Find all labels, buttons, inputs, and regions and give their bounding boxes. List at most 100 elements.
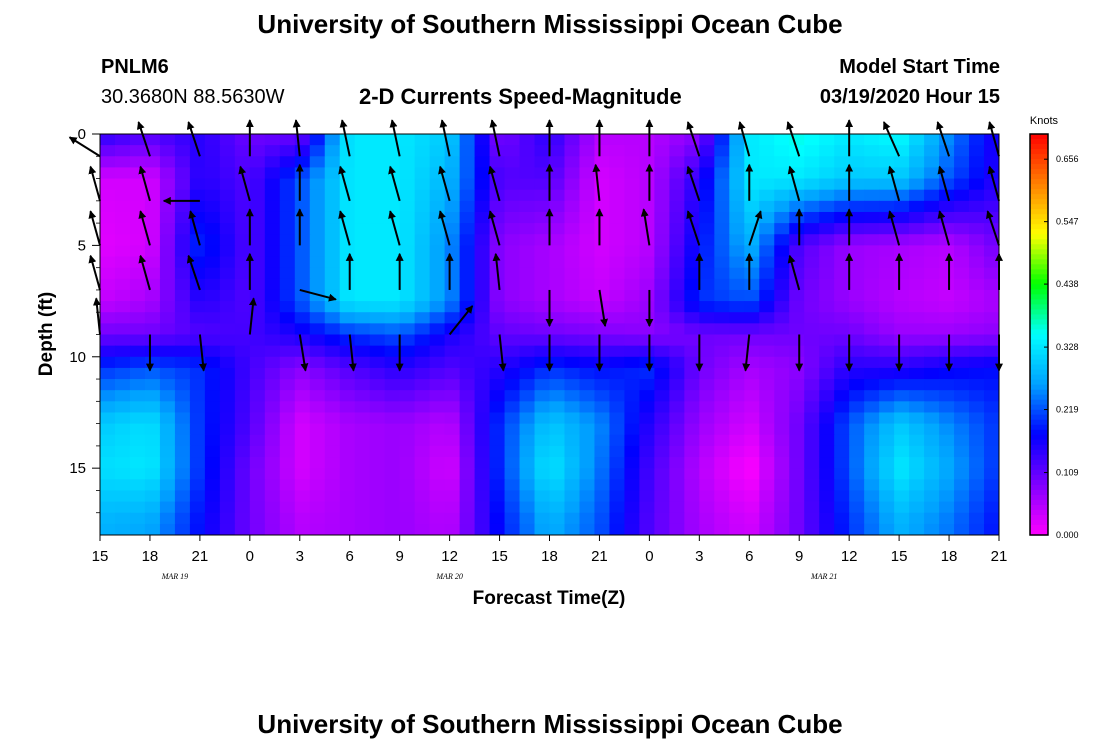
heatmap-cell [324, 379, 341, 391]
heatmap-cell [204, 479, 221, 492]
heatmap-cell [594, 434, 611, 447]
heatmap-cell [399, 178, 416, 191]
heatmap-cell [444, 501, 461, 514]
heatmap-cell [984, 468, 999, 480]
heatmap-cell [489, 156, 506, 169]
heatmap-cell [519, 323, 536, 336]
heatmap-cell [954, 223, 970, 235]
heatmap-cell [309, 390, 326, 402]
heatmap-cell [534, 189, 551, 202]
heatmap-cell [234, 200, 251, 213]
heatmap-cell [924, 457, 940, 469]
current-vector-arrow [987, 165, 1000, 202]
heatmap-cell [879, 356, 895, 369]
heatmap-cell [279, 145, 296, 157]
heatmap-cell [954, 479, 970, 492]
heatmap-cell [909, 468, 925, 480]
heatmap-cell [369, 490, 386, 503]
colorbar-swatch [1030, 414, 1048, 421]
heatmap-cell [429, 401, 446, 414]
heatmap-cell [144, 289, 161, 302]
heatmap-cell [489, 223, 506, 235]
heatmap-cell [399, 301, 416, 313]
heatmap-cell [204, 379, 221, 391]
heatmap-cell [849, 189, 865, 202]
heatmap-cell [984, 156, 999, 169]
heatmap-cell [699, 278, 715, 291]
heatmap-cell [444, 267, 461, 280]
heatmap-cell [699, 323, 715, 336]
heatmap-cell [924, 356, 940, 369]
heatmap-cell [489, 423, 506, 436]
heatmap-cell [939, 178, 955, 191]
heatmap-cell [924, 501, 940, 514]
heatmap-cell [444, 412, 461, 425]
heatmap-cell [234, 379, 251, 391]
heatmap-cell [100, 223, 116, 235]
heatmap-cell [984, 412, 999, 425]
heatmap-cell [144, 468, 161, 480]
heatmap-cell [909, 134, 925, 146]
heatmap-cell [564, 312, 581, 324]
heatmap-cell [219, 256, 236, 269]
heatmap-cell [849, 145, 865, 157]
heatmap-cell [204, 323, 221, 336]
heatmap-cell [100, 479, 116, 492]
heatmap-cell [369, 345, 386, 358]
heatmap-cell [609, 301, 626, 313]
heatmap-cell [654, 278, 670, 291]
heatmap-cell [144, 200, 161, 213]
heatmap-cell [744, 267, 760, 280]
heatmap-cell [279, 211, 296, 224]
heatmap-cell [519, 457, 536, 469]
heatmap-cell [549, 200, 566, 213]
heatmap-cell [819, 423, 835, 436]
heatmap-cell [144, 211, 161, 224]
heatmap-cell [354, 323, 371, 336]
heatmap-cell [849, 267, 865, 280]
current-vector-arrow [742, 334, 751, 372]
heatmap-cell [894, 367, 910, 380]
heatmap-cell [954, 267, 970, 280]
heatmap-cell [504, 267, 521, 280]
heatmap-cell [459, 156, 476, 169]
heatmap-cell [879, 134, 895, 146]
colorbar-swatch [1030, 304, 1048, 311]
heatmap-cell [399, 267, 416, 280]
heatmap-cell [264, 256, 281, 269]
heatmap-cell [654, 390, 670, 402]
heatmap-cell [309, 412, 326, 425]
heatmap-cell [219, 479, 236, 492]
heatmap-cell [159, 223, 176, 235]
heatmap-cell [174, 267, 191, 280]
heatmap-cell [699, 512, 715, 525]
heatmap-cell [100, 267, 116, 280]
heatmap-cell [879, 334, 895, 347]
heatmap-cell [729, 501, 745, 514]
heatmap-cell [414, 267, 431, 280]
heatmap-cell [339, 223, 356, 235]
heatmap-cell [879, 512, 895, 525]
heatmap-cell [939, 334, 955, 347]
heatmap-cell [759, 156, 775, 169]
heatmap-cell [804, 301, 820, 313]
heatmap-cell [759, 412, 775, 425]
heatmap-cell [279, 312, 296, 324]
heatmap-cell [369, 267, 386, 280]
heatmap-cell [759, 523, 775, 535]
heatmap-cell [219, 468, 236, 480]
heatmap-cell [519, 345, 536, 358]
heatmap-cell [654, 412, 670, 425]
heatmap-cell [264, 345, 281, 358]
heatmap-cell [249, 211, 266, 224]
heatmap-cell [624, 312, 640, 324]
heatmap-cell [954, 434, 970, 447]
heatmap-cell [159, 367, 176, 380]
heatmap-cell [264, 145, 281, 157]
heatmap-cell [324, 267, 341, 280]
heatmap-cell [969, 211, 985, 224]
heatmap-cell [834, 323, 850, 336]
heatmap-cell [729, 367, 745, 380]
heatmap-cell [834, 379, 850, 391]
heatmap-cell [894, 234, 910, 246]
